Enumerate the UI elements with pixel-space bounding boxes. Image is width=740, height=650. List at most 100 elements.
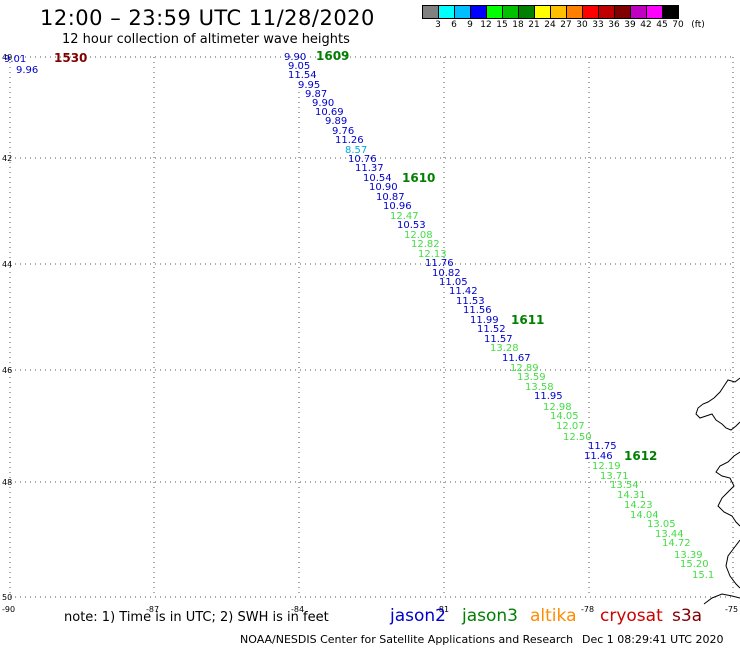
wave-height-value: 12.47 [390, 211, 419, 222]
footer-timestamp: Dec 1 08:29:41 UTC 2020 [582, 633, 724, 646]
lat-label: 46 [2, 366, 12, 375]
wave-height-value: 14.72 [662, 538, 691, 549]
wave-height-value: 11.75 [588, 441, 617, 452]
map-title: 12:00 – 23:59 UTC 11/28/2020 [40, 6, 375, 30]
wave-height-value: 10.82 [432, 268, 461, 279]
lat-label: 40 [2, 53, 12, 62]
coastline [715, 451, 740, 527]
wave-height-value: 9.90 [312, 98, 334, 109]
legend-swatches [422, 5, 740, 19]
wave-height-value: 11.42 [449, 286, 478, 297]
legend-label: 39 [624, 20, 636, 30]
satellite-label-altika: altika [530, 606, 577, 626]
wave-height-value: 9.90 [284, 52, 306, 63]
wave-height-value: 11.95 [534, 391, 563, 402]
wave-height-value: 12.13 [418, 249, 447, 260]
wave-height-value: 14.04 [630, 510, 659, 521]
wave-height-value: 10.54 [363, 173, 392, 184]
wave-height-value: 12.98 [543, 402, 572, 413]
wave-height-value: 11.53 [456, 296, 485, 307]
wave-height-value: 13.28 [490, 343, 519, 354]
lon-label: -87 [146, 605, 159, 614]
wave-height-value: 12.19 [592, 461, 621, 472]
wave-height-value: 13.39 [674, 550, 703, 561]
pass-time-label: 1611 [511, 313, 544, 327]
wave-height-value: 15.20 [680, 559, 709, 570]
wave-height-value: 11.76 [425, 258, 454, 269]
lat-label: 50 [2, 593, 12, 602]
wave-height-value: 10.87 [376, 192, 405, 203]
wave-height-value: 11.26 [335, 135, 364, 146]
wave-height-value: 11.54 [288, 70, 317, 81]
lat-label: 42 [2, 154, 12, 163]
wave-height-value: 9.96 [16, 65, 38, 76]
wave-height-value: 14.23 [624, 500, 653, 511]
legend-label: 18 [512, 20, 524, 30]
wave-height-value: 11.52 [477, 324, 506, 335]
wave-height-value: 9.01 [4, 54, 26, 65]
wave-height-value: 11.67 [502, 353, 531, 364]
legend-label: 70 [672, 20, 684, 30]
lat-label: 48 [2, 478, 12, 487]
pass-time-label: 1612 [624, 449, 657, 463]
wave-height-value: 13.71 [600, 471, 629, 482]
lon-label: -84 [291, 605, 304, 614]
legend-label: 30 [576, 20, 588, 30]
wave-height-value: 13.58 [525, 382, 554, 393]
wave-height-value: 12.89 [510, 363, 539, 374]
wave-height-value: 14.05 [550, 411, 579, 422]
wave-height-value: 9.95 [298, 80, 320, 91]
pass-time-label: 1610 [402, 171, 435, 185]
wave-height-value: 13.05 [647, 519, 676, 530]
coastline [695, 377, 740, 431]
satellite-label-jason3: jason3 [462, 606, 518, 626]
map-subtitle: 12 hour collection of altimeter wave hei… [62, 32, 350, 47]
wave-height-value: 11.37 [355, 163, 384, 174]
legend-label: 33 [592, 20, 604, 30]
legend-label: 27 [560, 20, 572, 30]
wave-height-value: 15.1 [692, 570, 714, 581]
legend-label: 24 [544, 20, 556, 30]
legend-label: 3 [435, 20, 441, 30]
legend-label: 45 [656, 20, 668, 30]
lon-label: -78 [581, 605, 594, 614]
lon-label: -81 [436, 605, 449, 614]
satellite-label-s3a: s3a [672, 606, 703, 626]
wave-height-value: 11.56 [463, 305, 492, 316]
legend-label: 12 [480, 20, 492, 30]
wave-height-value: 10.90 [369, 182, 398, 193]
legend-label: 42 [640, 20, 652, 30]
wave-height-value: 10.53 [397, 220, 426, 231]
wave-height-value: 9.87 [305, 89, 327, 100]
footer-credit: NOAA/NESDIS Center for Satellite Applica… [240, 633, 574, 646]
wave-height-value: 9.89 [325, 116, 347, 127]
wave-height-value: 13.54 [610, 480, 639, 491]
wave-height-value: 12.82 [411, 239, 440, 250]
wave-height-value: 11.99 [470, 315, 499, 326]
wave-height-value: 12.50 [563, 432, 592, 443]
wave-height-value: 11.46 [584, 451, 613, 462]
coastline [703, 593, 740, 605]
wave-height-value: 10.96 [383, 201, 412, 212]
lat-label: 44 [2, 260, 12, 269]
wave-height-value: 11.05 [439, 277, 468, 288]
legend-labels: 3 6 9 12 15 18 21 24 27 30 33 36 39 42 45 70 (ft) [422, 19, 740, 31]
wave-height-value: 9.05 [288, 61, 310, 72]
footer-note: note: 1) Time is in UTC; 2) SWH is in fe… [64, 610, 329, 625]
wave-height-value: 12.07 [556, 421, 585, 432]
wave-height-value: 9.76 [332, 126, 354, 137]
legend-label: 15 [496, 20, 508, 30]
wave-height-value: 13.44 [655, 529, 684, 540]
legend-label: (ft) [691, 20, 705, 30]
legend-label: 36 [608, 20, 620, 30]
satellite-label-jason2: jason2 [390, 606, 446, 626]
legend-label: 9 [467, 20, 473, 30]
lon-label: -90 [2, 605, 15, 614]
wave-height-value: 12.08 [404, 230, 433, 241]
pass-time-label: 1609 [316, 49, 349, 63]
coastline [725, 539, 740, 589]
legend-swatch [662, 5, 679, 19]
wave-height-value: 10.69 [315, 107, 344, 118]
